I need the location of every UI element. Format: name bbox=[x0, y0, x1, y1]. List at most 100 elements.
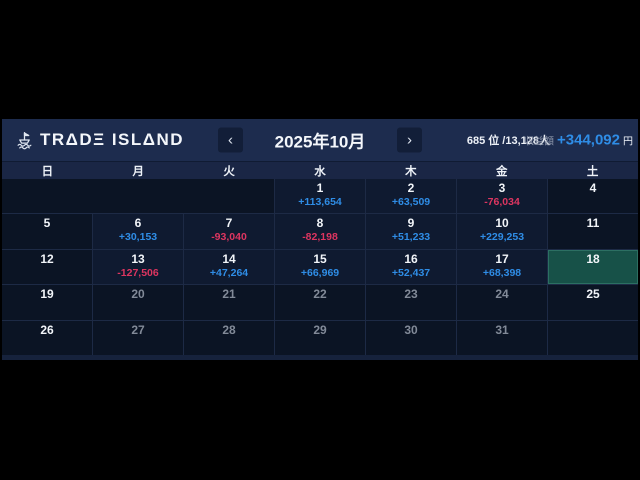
calendar-cell-11[interactable]: 11 bbox=[548, 214, 638, 249]
weekday-label: 水 bbox=[314, 165, 326, 178]
profit-label: 収益額 bbox=[524, 136, 555, 148]
date-number: 8 bbox=[316, 216, 324, 231]
calendar-cell-16[interactable]: 16 +52,437 bbox=[366, 249, 456, 285]
calendar-cell-4[interactable]: 4 bbox=[548, 179, 638, 214]
calendar-cell-3[interactable]: 3 -76,034 bbox=[457, 179, 547, 214]
calendar-cell-27[interactable]: 27 bbox=[93, 320, 183, 355]
daily-loss-value: -82,198 bbox=[302, 231, 338, 244]
date-number: 12 bbox=[40, 251, 54, 266]
date-number: 14 bbox=[222, 251, 236, 266]
calendar-cell-28[interactable]: 28 bbox=[184, 320, 274, 355]
calendar-cell-12[interactable]: 12 bbox=[2, 249, 92, 285]
app-logo: TRΔDΞ ISLΔND bbox=[15, 119, 184, 161]
calendar-cell-30[interactable]: 30 bbox=[366, 320, 456, 355]
calendar-cell-19[interactable]: 19 bbox=[2, 285, 92, 320]
month-title: 2025年10月 bbox=[274, 132, 366, 152]
date-number: 22 bbox=[313, 287, 327, 302]
date-number: 4 bbox=[589, 181, 597, 195]
calendar-grid: 1 +113,654 2 +63,509 3 -76,034 4 5 6 +30,153 7 -93,… bbox=[2, 179, 638, 355]
daily-profit-value: +229,253 bbox=[479, 231, 525, 244]
calendar-cell-31[interactable]: 31 bbox=[457, 320, 547, 355]
calendar-cell-6[interactable]: 6 +30,153 bbox=[93, 214, 183, 249]
date-number: 2 bbox=[407, 181, 415, 195]
calendar-cell-8[interactable]: 8 -82,198 bbox=[275, 214, 365, 249]
app-logo-text: TRΔDΞ ISLΔND bbox=[40, 130, 185, 149]
prev-month-button[interactable]: ‹ bbox=[218, 127, 243, 153]
calendar-cell-22[interactable]: 22 bbox=[275, 285, 365, 320]
profit-value: +344,092 bbox=[557, 131, 620, 149]
calendar-cell-2[interactable]: 2 +63,509 bbox=[366, 179, 456, 214]
calendar-cell-empty bbox=[2, 179, 274, 214]
calendar-cell-26[interactable]: 26 bbox=[2, 320, 92, 355]
panel-bottom-strip bbox=[2, 355, 638, 360]
calendar-cell-15[interactable]: 15 +66,969 bbox=[275, 249, 365, 285]
profit-unit: 円 bbox=[623, 136, 633, 148]
calendar-cell-24[interactable]: 24 bbox=[457, 285, 547, 320]
calendar-cell-empty bbox=[548, 320, 638, 355]
weekday-header-row: 日月火水木金土 bbox=[2, 162, 638, 179]
daily-profit-value: +66,969 bbox=[300, 266, 340, 279]
date-number: 16 bbox=[404, 251, 418, 266]
calendar-cell-10[interactable]: 10 +229,253 bbox=[457, 214, 547, 249]
daily-profit-value: +30,153 bbox=[118, 231, 158, 244]
date-number: 5 bbox=[43, 216, 51, 231]
date-number: 3 bbox=[498, 181, 506, 195]
date-number: 17 bbox=[495, 251, 509, 266]
calendar-cell-1[interactable]: 1 +113,654 bbox=[275, 179, 365, 214]
weekday-label: 金 bbox=[495, 165, 508, 178]
date-number: 6 bbox=[134, 216, 142, 231]
daily-loss-value: -76,034 bbox=[484, 196, 520, 208]
date-number: 30 bbox=[404, 322, 418, 337]
calendar-cell-21[interactable]: 21 bbox=[184, 285, 274, 320]
daily-profit-value: +113,654 bbox=[298, 196, 342, 208]
daily-loss-value: -127,506 bbox=[117, 266, 159, 279]
weekday-label: 土 bbox=[586, 165, 599, 178]
date-number: 21 bbox=[222, 287, 236, 302]
date-number: 19 bbox=[40, 287, 54, 302]
daily-profit-value: +63,509 bbox=[391, 196, 431, 208]
calendar-cell-9[interactable]: 9 +51,233 bbox=[366, 214, 456, 249]
date-number: 18 bbox=[586, 251, 600, 266]
date-number: 15 bbox=[313, 251, 327, 266]
weekday-label: 火 bbox=[223, 165, 235, 178]
weekday-label: 日 bbox=[41, 165, 54, 178]
daily-profit-value: +47,264 bbox=[209, 266, 249, 279]
daily-profit-value: +68,398 bbox=[482, 266, 522, 279]
calendar-cell-5[interactable]: 5 bbox=[2, 214, 92, 249]
calendar-cell-18[interactable]: 18 bbox=[548, 249, 638, 285]
calendar-cell-29[interactable]: 29 bbox=[275, 320, 365, 355]
date-number: 1 bbox=[316, 181, 324, 195]
date-number: 25 bbox=[586, 287, 600, 302]
calendar-cell-17[interactable]: 17 +68,398 bbox=[457, 249, 547, 285]
calendar-cell-13[interactable]: 13 -127,506 bbox=[93, 249, 183, 285]
next-month-button[interactable]: › bbox=[397, 127, 422, 153]
calendar-cell-25[interactable]: 25 bbox=[548, 285, 638, 320]
date-number: 28 bbox=[222, 322, 236, 337]
calendar-cell-7[interactable]: 7 -93,040 bbox=[184, 214, 274, 249]
date-number: 29 bbox=[313, 322, 327, 337]
date-number: 26 bbox=[40, 322, 54, 337]
weekday-label: 月 bbox=[132, 165, 145, 178]
date-number: 31 bbox=[495, 322, 509, 337]
daily-profit-value: +52,437 bbox=[391, 266, 431, 279]
trade-island-ship-icon bbox=[15, 131, 34, 150]
date-number: 9 bbox=[407, 216, 415, 231]
ranking-text: 685 位 /13,128人 bbox=[466, 135, 550, 147]
date-number: 10 bbox=[495, 216, 509, 231]
daily-profit-value: +51,233 bbox=[391, 231, 431, 244]
date-number: 13 bbox=[131, 251, 145, 266]
date-number: 7 bbox=[225, 216, 233, 231]
calendar-cell-14[interactable]: 14 +47,264 bbox=[184, 249, 274, 285]
daily-loss-value: -93,040 bbox=[211, 231, 247, 244]
calendar-cell-20[interactable]: 20 bbox=[93, 285, 183, 320]
profit-summary: 収益額 +344,092 円 bbox=[524, 132, 633, 149]
date-number: 24 bbox=[495, 287, 509, 302]
date-number: 11 bbox=[586, 216, 600, 231]
app-header: TRΔDΞ ISLΔND ‹ 2025年10月 › 685 位 /13,128人… bbox=[2, 119, 638, 162]
date-number: 27 bbox=[131, 322, 145, 337]
date-number: 20 bbox=[131, 287, 145, 302]
month-navigation: ‹ 2025年10月 › bbox=[218, 127, 422, 153]
calendar-cell-23[interactable]: 23 bbox=[366, 285, 456, 320]
trade-island-app: TRΔDΞ ISLΔND ‹ 2025年10月 › 685 位 /13,128人… bbox=[2, 119, 638, 360]
